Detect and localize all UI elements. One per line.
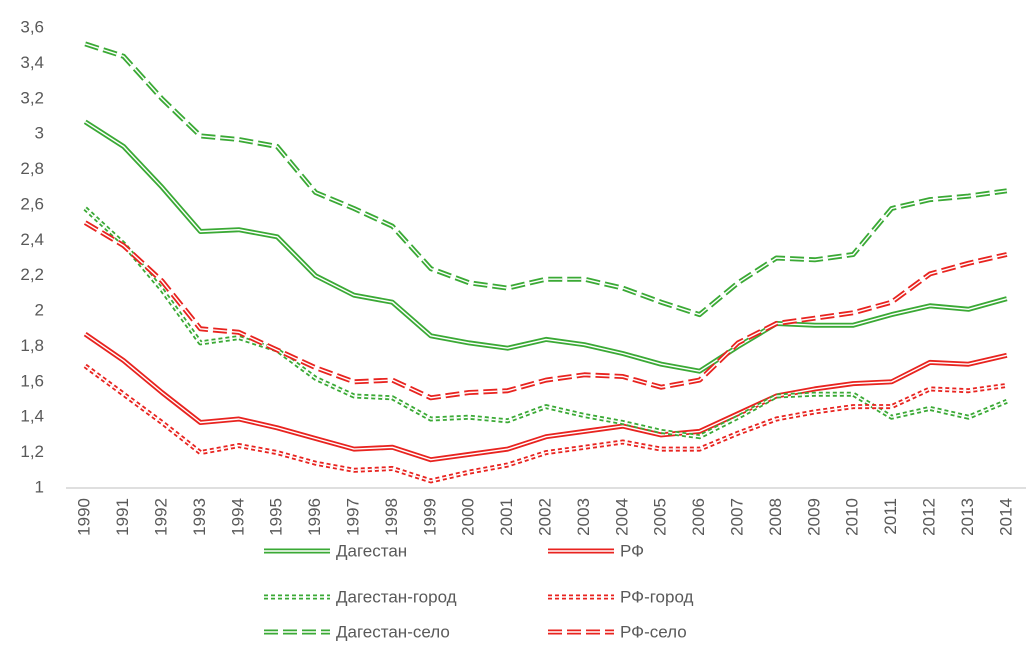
series-line-inner: [84, 365, 1007, 482]
x-tick-label: 2005: [651, 498, 670, 536]
x-tick-label: 2001: [497, 498, 516, 536]
x-tick-label: 2000: [459, 498, 478, 536]
legend-label: РФ: [620, 541, 644, 560]
series-line: [83, 119, 1008, 374]
x-tick-label: 1993: [190, 498, 209, 536]
y-tick-label: 1,6: [20, 371, 44, 390]
x-tick-label: 2002: [535, 498, 554, 536]
y-tick-label: 2: [35, 301, 44, 320]
series-line-inner: [84, 207, 1008, 438]
legend-label: РФ-село: [620, 622, 687, 641]
x-tick-label: 1994: [228, 498, 247, 536]
series-line: [84, 41, 1008, 318]
x-tick-label: 2004: [612, 498, 631, 536]
series-line: [83, 332, 1008, 463]
x-tick-label: 1990: [75, 498, 94, 536]
legend-label: РФ-город: [620, 587, 694, 606]
x-tick-label: 2007: [727, 498, 746, 536]
x-tick-label: 2009: [804, 498, 823, 536]
series-line-inner: [84, 333, 1007, 461]
x-tick-label: 2010: [843, 498, 862, 536]
y-tick-label: 3: [35, 124, 44, 143]
x-tick-label: 2011: [881, 498, 900, 535]
x-tick-label: 2013: [958, 498, 977, 536]
y-tick-label: 2,6: [20, 194, 44, 213]
y-tick-label: 2,4: [20, 230, 44, 249]
y-tick-label: 1,2: [20, 442, 44, 461]
y-tick-label: 1,8: [20, 336, 44, 355]
x-tick-label: 1999: [420, 498, 439, 536]
x-tick-label: 1995: [267, 498, 286, 536]
y-tick-label: 2,8: [20, 159, 44, 178]
x-tick-label: 2003: [574, 498, 593, 536]
y-tick-label: 3,4: [20, 53, 44, 72]
y-tick-label: 1: [35, 477, 44, 496]
y-tick-label: 3,2: [20, 88, 44, 107]
x-tick-label: 2014: [996, 498, 1015, 536]
x-tick-label: 1996: [305, 498, 324, 536]
x-tick-label: 2008: [766, 498, 785, 536]
y-tick-label: 3,6: [20, 17, 44, 36]
x-tick-label: 1998: [382, 498, 401, 536]
legend-label: Дагестан-село: [336, 622, 450, 641]
legend-label: Дагестан-город: [336, 587, 457, 606]
series-line-inner: [84, 121, 1007, 372]
series-line-inner: [84, 43, 1007, 316]
series-line-inner: [84, 221, 1007, 399]
x-tick-label: 1997: [343, 498, 362, 536]
series-line: [83, 220, 1008, 401]
x-tick-label: 2006: [689, 498, 708, 536]
x-tick-label: 1992: [151, 498, 170, 536]
y-tick-label: 2,2: [20, 265, 44, 284]
x-tick-label: 2012: [919, 498, 938, 536]
x-tick-label: 1991: [113, 498, 132, 536]
legend-label: Дагестан: [336, 541, 407, 560]
y-tick-label: 1,4: [20, 407, 44, 426]
